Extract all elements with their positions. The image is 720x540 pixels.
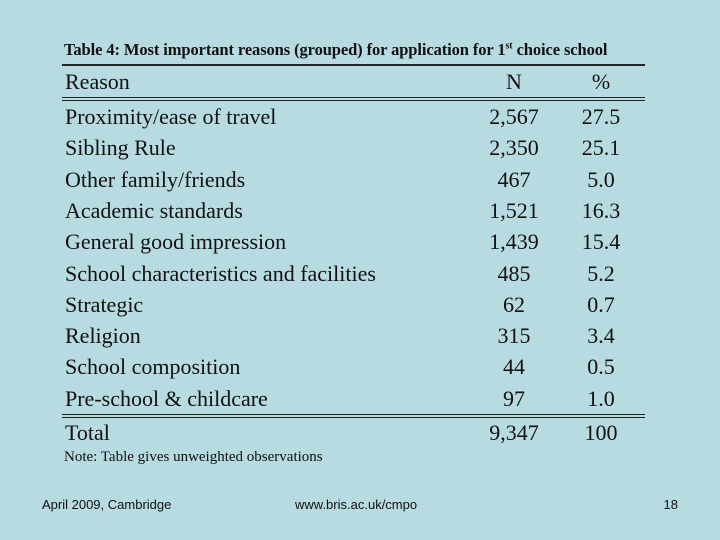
header-rule-2 xyxy=(62,100,645,101)
cell-n: 44 xyxy=(503,354,525,380)
table-row: School composition 44 0.5 xyxy=(0,351,720,382)
cell-n: 485 xyxy=(497,260,531,286)
cell-reason: Pre-school & childcare xyxy=(65,385,268,411)
page-number: 18 xyxy=(663,497,678,512)
cell-pct: 0.5 xyxy=(587,354,615,380)
total-n: 9,347 xyxy=(489,420,539,445)
cell-pct: 15.4 xyxy=(581,229,621,255)
table-row: Proximity/ease of travel 2,567 27.5 xyxy=(0,101,720,132)
footer-url: www.bris.ac.uk/cmpo xyxy=(295,497,418,512)
cell-pct: 1.0 xyxy=(587,385,615,411)
table-title: Table 4: Most important reasons (grouped… xyxy=(64,40,664,60)
cell-reason: Religion xyxy=(65,323,141,349)
cell-pct: 3.4 xyxy=(587,323,615,349)
table-note: Note: Table gives unweighted observation… xyxy=(64,449,323,465)
table-header-row: Reason N % xyxy=(0,66,720,97)
cell-n: 315 xyxy=(497,323,531,349)
total-pct: 100 xyxy=(584,420,618,445)
header-reason: Reason xyxy=(65,69,130,94)
total-rule-1 xyxy=(62,414,645,415)
table-title-end: choice school xyxy=(512,40,608,59)
table-row: School characteristics and facilities 485… xyxy=(0,258,720,289)
cell-n: 2,567 xyxy=(489,104,539,129)
header-n: N xyxy=(506,69,522,94)
footer-date: April 2009, Cambridge xyxy=(42,497,172,512)
table-row: Pre-school & childcare 97 1.0 xyxy=(0,383,720,414)
table-title-main: Table 4: Most important reasons (grouped… xyxy=(64,40,506,59)
table-row: Religion 315 3.4 xyxy=(0,320,720,351)
cell-pct: 5.2 xyxy=(587,260,615,286)
cell-pct: 5.0 xyxy=(587,166,615,192)
cell-n: 62 xyxy=(503,291,525,317)
table-row: Academic standards 1,521 16.3 xyxy=(0,195,720,226)
cell-pct: 25.1 xyxy=(581,135,621,161)
total-label: Total xyxy=(65,420,110,445)
cell-reason: School characteristics and facilities xyxy=(65,260,376,286)
cell-reason: General good impression xyxy=(65,229,287,255)
cell-n: 2,350 xyxy=(489,135,539,161)
cell-reason: School composition xyxy=(65,354,241,380)
table-row: Strategic 62 0.7 xyxy=(0,289,720,320)
cell-n: 1,439 xyxy=(489,229,539,255)
table-top-rule xyxy=(62,64,645,66)
table-row: Other family/friends 467 5.0 xyxy=(0,164,720,195)
header-pct: % xyxy=(591,69,611,94)
cell-pct: 0.7 xyxy=(587,291,615,317)
cell-reason: Academic standards xyxy=(65,197,243,223)
cell-pct: 16.3 xyxy=(581,197,621,223)
cell-n: 97 xyxy=(503,385,525,411)
table-total-row: Total 9,347 100 xyxy=(0,417,720,448)
cell-reason: Strategic xyxy=(65,291,144,317)
cell-reason: Sibling Rule xyxy=(65,135,176,161)
table-title-superscript: st xyxy=(505,40,513,52)
cell-reason: Proximity/ease of travel xyxy=(65,104,277,129)
cell-n: 467 xyxy=(497,166,531,192)
table-row: General good impression 1,439 15.4 xyxy=(0,226,720,257)
cell-n: 1,521 xyxy=(489,197,539,223)
table-row: Sibling Rule 2,350 25.1 xyxy=(0,132,720,163)
total-rule-2 xyxy=(62,417,645,418)
cell-reason: Other family/friends xyxy=(65,166,246,192)
header-rule-1 xyxy=(62,97,645,98)
cell-pct: 27.5 xyxy=(581,104,621,129)
